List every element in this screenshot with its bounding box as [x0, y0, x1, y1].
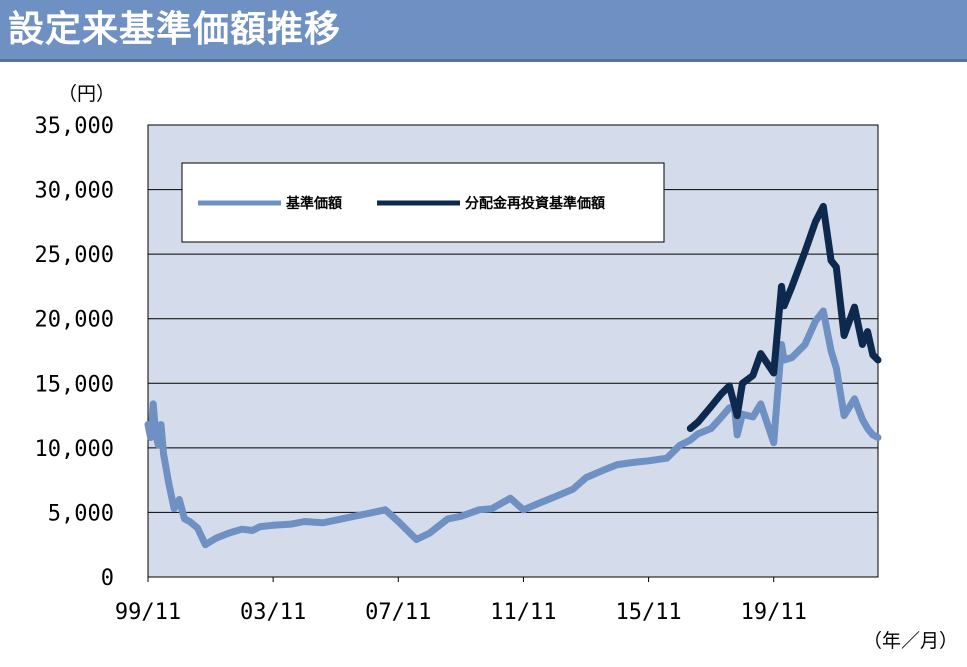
x-unit-label: （年／月）	[863, 630, 958, 652]
y-tick-label: 0	[101, 566, 114, 591]
y-tick-label: 25,000	[35, 243, 114, 268]
y-tick-label: 30,000	[35, 179, 114, 204]
legend-label-nav: 基準価額	[286, 195, 342, 212]
series-line-reinvested	[686, 202, 882, 432]
y-tick-label: 10,000	[35, 437, 114, 462]
y-tick-label: 20,000	[35, 308, 114, 333]
page-title: 設定来基準価額推移	[8, 9, 342, 50]
axis-labels: 0 5,000 10,000 15,000 20,000 25,000 30,000 35,0…	[35, 114, 807, 625]
x-tick-label: 19/11	[741, 600, 807, 625]
y-tick-label: 35,000	[35, 114, 114, 139]
y-tick-label: 5,000	[48, 501, 114, 526]
x-tick-label: 99/11	[115, 600, 181, 625]
series-line-nav	[144, 307, 882, 549]
legend-label-reinvested: 分配金再投資基準価額	[465, 195, 605, 212]
y-tick-label: 15,000	[35, 372, 114, 397]
title-banner: 設定来基準価額推移	[0, 0, 967, 62]
x-tick-label: 03/11	[240, 600, 306, 625]
x-tick-label: 15/11	[615, 600, 681, 625]
series-lines	[144, 202, 882, 549]
x-tick-label: 07/11	[365, 600, 431, 625]
x-tick-label: 11/11	[490, 600, 556, 625]
legend: 基準価額 分配金再投資基準価額	[181, 162, 665, 243]
y-unit-label: （円）	[58, 83, 115, 105]
